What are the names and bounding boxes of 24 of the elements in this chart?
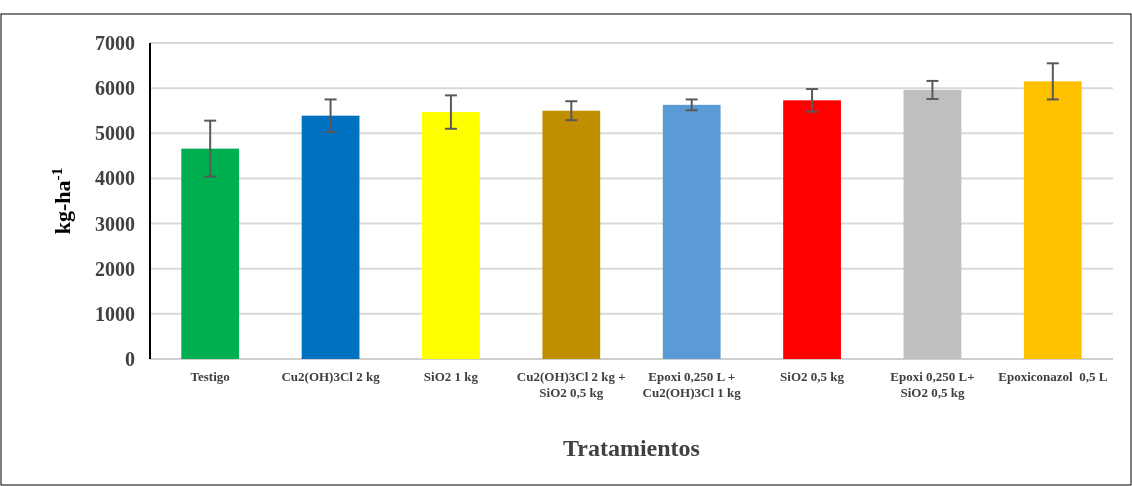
y-tick-label: 0	[125, 348, 135, 370]
x-tick-label: Testigo	[190, 369, 230, 384]
y-tick-label: 7000	[95, 32, 135, 54]
x-tick-label: Cu2(OH)3Cl 2 kg	[281, 369, 381, 384]
x-tick-label: Epoxiconazol 0,5 L	[998, 369, 1108, 384]
x-tick-label: SiO2 0,5 kg	[780, 369, 845, 384]
y-tick-label: 2000	[95, 257, 135, 280]
x-tick-label: Epoxi 0,250 L+ SiO2 0,5 kg	[890, 369, 975, 400]
bar	[301, 115, 360, 359]
bar	[783, 100, 841, 359]
x-tick-label: SiO2 1 kg	[423, 369, 479, 384]
bar	[422, 112, 480, 359]
bar	[181, 148, 240, 359]
x-tick-label: Cu2(OH)3Cl 2 kg + SiO2 0,5 kg	[516, 369, 626, 400]
y-tick-label: 6000	[95, 77, 135, 100]
y-tick-label: 4000	[95, 167, 135, 190]
x-tick-label: Epoxi 0,250 L + Cu2(OH)3Cl 1 kg	[642, 369, 742, 400]
bar	[662, 104, 721, 359]
y-tick-label: 3000	[95, 212, 135, 235]
y-tick-label: 1000	[95, 302, 135, 325]
x-axis-title: Tratamientos	[563, 435, 700, 461]
y-tick-label: 5000	[95, 122, 135, 145]
bar	[1023, 81, 1082, 359]
bar	[542, 110, 601, 359]
